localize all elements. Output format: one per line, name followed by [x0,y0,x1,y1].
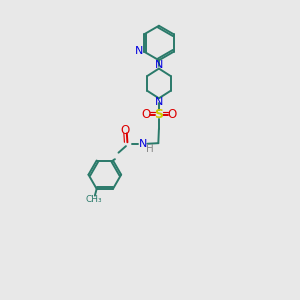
Text: O: O [141,108,151,121]
Text: O: O [121,124,130,137]
Text: N: N [155,97,163,107]
Text: N: N [134,46,143,56]
Text: CH₃: CH₃ [85,195,102,204]
Text: N: N [139,139,147,149]
Text: S: S [154,108,164,121]
Text: H: H [146,144,153,154]
Text: O: O [167,108,177,121]
Text: N: N [155,60,163,70]
